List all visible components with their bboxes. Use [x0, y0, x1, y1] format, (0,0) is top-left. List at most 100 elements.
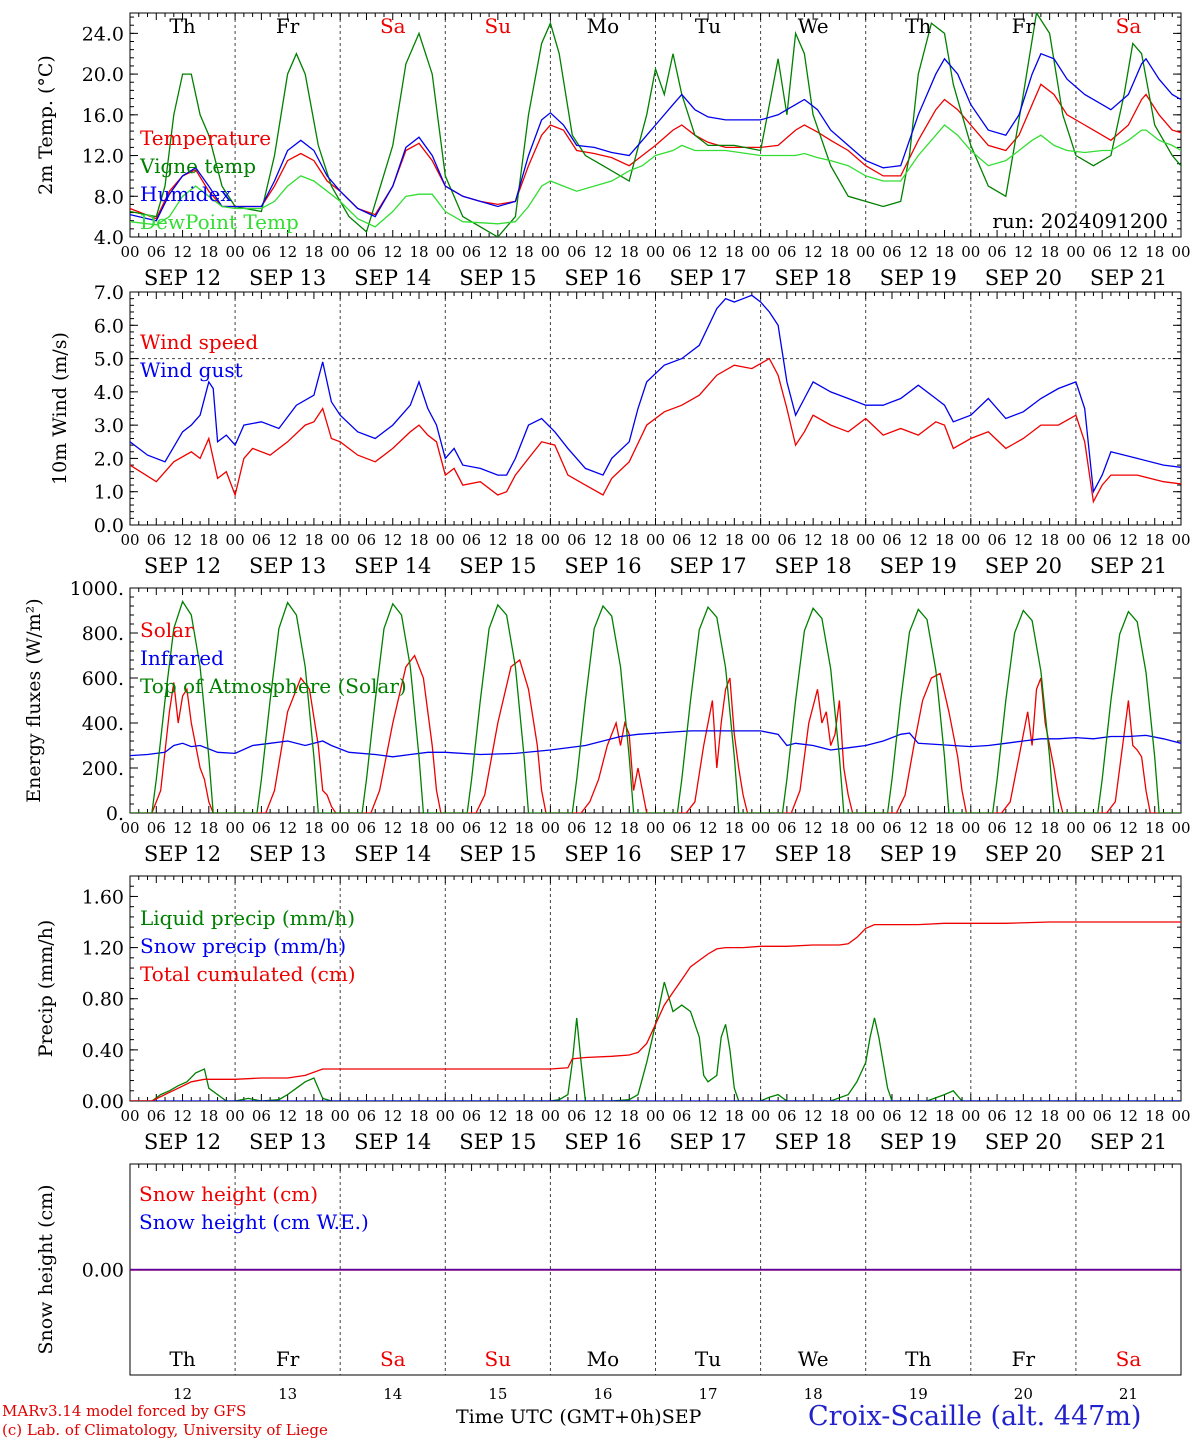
- series-line: [130, 730, 1181, 758]
- y-tick-label: 4.0: [94, 227, 124, 249]
- x-tick-label: 06: [252, 243, 271, 261]
- x-tick-label: 12: [383, 819, 402, 837]
- x-tick-label: 12: [1119, 819, 1138, 837]
- y-tick-label: 5.0: [94, 349, 124, 371]
- x-tick-label: 12: [488, 243, 507, 261]
- legend-entry: Snow precip (mm/h): [140, 934, 346, 958]
- x-tick-label: 00: [1171, 1107, 1190, 1125]
- date-label: SEP 18: [775, 554, 852, 578]
- date-label: SEP 20: [985, 842, 1062, 866]
- x-tick-label: 18: [620, 1107, 639, 1125]
- x-tick-label: 12: [593, 243, 612, 261]
- station-name: Croix-Scaille (alt. 447m): [808, 1401, 1142, 1432]
- x-tick-label: 18: [409, 1107, 428, 1125]
- x-tick-label: 06: [462, 819, 481, 837]
- x-tick-label: 18: [409, 531, 428, 549]
- x-tick-label: 18: [935, 243, 954, 261]
- date-label: SEP 12: [144, 554, 221, 578]
- day-number-label: 14: [383, 1385, 402, 1403]
- day-number-label: 15: [488, 1385, 507, 1403]
- weekday-label: Tu: [695, 1347, 721, 1371]
- x-tick-label: 18: [515, 1107, 534, 1125]
- legend-entry: Infrared: [140, 646, 224, 670]
- x-tick-label: 00: [856, 531, 875, 549]
- x-tick-label: 12: [699, 531, 718, 549]
- x-tick-label: 00: [226, 1107, 245, 1125]
- date-label: SEP 14: [354, 266, 431, 290]
- weekday-label: Th: [905, 1347, 931, 1371]
- x-tick-label: 06: [357, 1107, 376, 1125]
- x-tick-label: 06: [882, 819, 901, 837]
- x-tick-label: 12: [1119, 243, 1138, 261]
- series-line: [130, 357, 1181, 504]
- x-tick-label: 06: [1093, 819, 1112, 837]
- x-tick-label: 18: [1145, 1107, 1164, 1125]
- y-tick-label: 600.: [82, 668, 124, 690]
- x-tick-label: 12: [278, 243, 297, 261]
- y-tick-label: 1000.: [70, 578, 124, 600]
- date-label: SEP 21: [1090, 266, 1167, 290]
- date-label: SEP 17: [669, 1130, 746, 1154]
- y-tick-label: 3.0: [94, 415, 124, 437]
- x-tick-label: 12: [1014, 1107, 1033, 1125]
- x-tick-label: 18: [409, 819, 428, 837]
- weekday-label: We: [798, 1347, 829, 1371]
- x-tick-label: 18: [1040, 819, 1059, 837]
- date-label: SEP 20: [985, 1130, 1062, 1154]
- x-tick-label: 00: [961, 1107, 980, 1125]
- weekday-label: Sa: [1116, 14, 1142, 38]
- y-tick-label: 1.60: [82, 886, 124, 908]
- y-tick-label: 400.: [82, 713, 124, 735]
- x-tick-label: 12: [909, 531, 928, 549]
- date-label: SEP 19: [880, 1130, 957, 1154]
- weekday-label: Mo: [587, 1347, 620, 1371]
- y-tick-label: 20.0: [82, 64, 124, 86]
- x-tick-label: 18: [304, 1107, 323, 1125]
- date-label: SEP 19: [880, 266, 957, 290]
- x-tick-label: 12: [909, 819, 928, 837]
- date-label: SEP 19: [880, 554, 957, 578]
- x-tick-label: 18: [830, 1107, 849, 1125]
- x-axis-label-month: SEP: [661, 1406, 702, 1428]
- x-tick-label: 06: [252, 531, 271, 549]
- x-tick-label: 12: [383, 531, 402, 549]
- x-tick-label: 18: [304, 243, 323, 261]
- x-tick-label: 12: [909, 243, 928, 261]
- x-tick-label: 18: [199, 819, 218, 837]
- y-tick-label: 200.: [82, 758, 124, 780]
- x-axis-label-time: Time UTC (GMT+0h): [456, 1406, 662, 1428]
- x-tick-label: 18: [199, 1107, 218, 1125]
- x-tick-label: 18: [1040, 1107, 1059, 1125]
- y-tick-label: 1.20: [82, 938, 124, 960]
- x-tick-label: 18: [620, 531, 639, 549]
- x-tick-label: 18: [830, 531, 849, 549]
- date-label: SEP 20: [985, 266, 1062, 290]
- y-axis-label: Snow height (cm): [35, 1184, 57, 1354]
- x-tick-label: 12: [1014, 243, 1033, 261]
- weekday-label: Sa: [380, 1347, 406, 1371]
- y-tick-label: 2.0: [94, 448, 124, 470]
- x-tick-label: 12: [173, 819, 192, 837]
- x-tick-label: 06: [462, 1107, 481, 1125]
- x-tick-label: 00: [120, 243, 139, 261]
- y-tick-label: 6.0: [94, 315, 124, 337]
- legend-entry: Snow height (cm): [139, 1182, 318, 1206]
- weekday-label: We: [798, 14, 829, 38]
- x-tick-label: 00: [331, 819, 350, 837]
- x-tick-label: 06: [988, 531, 1007, 549]
- x-tick-label: 12: [278, 1107, 297, 1125]
- x-tick-label: 00: [436, 1107, 455, 1125]
- date-label: SEP 20: [985, 554, 1062, 578]
- y-axis-label: 10m Wind (m/s): [49, 332, 71, 485]
- series-line: [130, 13, 1181, 237]
- copyright-credit: (c) Lab. of Climatology, University of L…: [2, 1421, 328, 1439]
- date-label: SEP 17: [669, 266, 746, 290]
- x-tick-label: 06: [567, 531, 586, 549]
- x-tick-label: 06: [988, 1107, 1007, 1125]
- x-tick-label: 18: [515, 531, 534, 549]
- date-label: SEP 16: [564, 554, 641, 578]
- x-tick-label: 00: [646, 243, 665, 261]
- date-label: SEP 12: [144, 842, 221, 866]
- legend-entry: Wind speed: [140, 330, 258, 354]
- day-number-label: 18: [804, 1385, 823, 1403]
